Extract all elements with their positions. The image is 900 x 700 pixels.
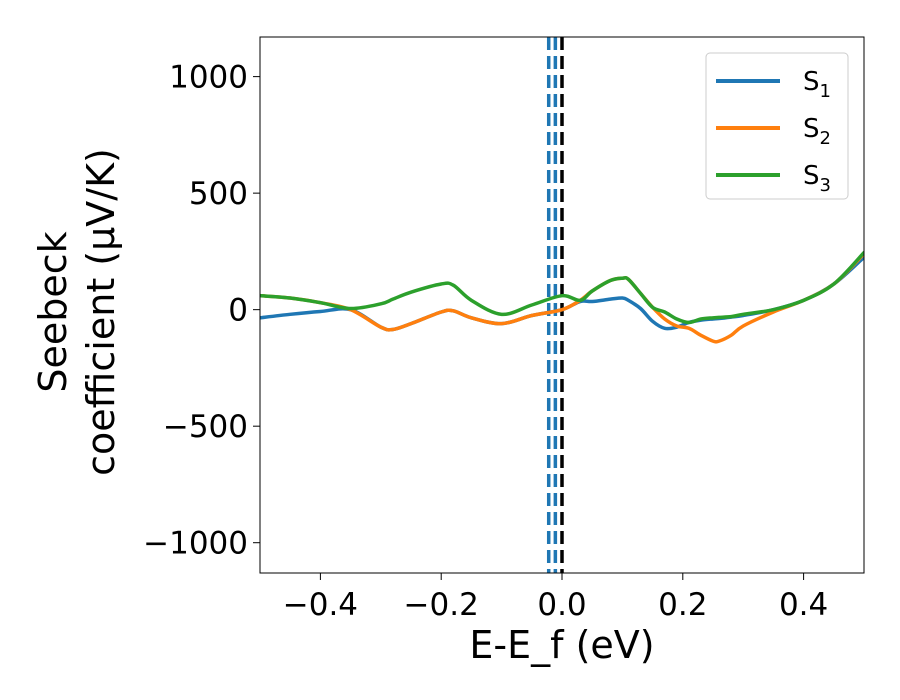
x-axis-label-main: E-E_f (eV) [469, 623, 654, 667]
y-axis-label-line1: Seebeck [31, 231, 75, 392]
y-tick-label: 0 [228, 293, 248, 329]
x-tick-label: 0.4 [779, 587, 828, 623]
y-axis-ticks: −1000 −500 0 500 1000 [143, 60, 260, 562]
y-tick-label: −1000 [143, 526, 248, 562]
y-axis-label: Seebeck coefficient (μV/K) [31, 148, 123, 476]
series-lines [260, 250, 864, 344]
x-tick-label: −0.2 [404, 587, 479, 623]
y-tick-label: 500 [189, 176, 248, 212]
y-tick-label: 1000 [169, 60, 248, 96]
legend-label-s3: S3 [803, 161, 831, 196]
x-tick-label: −0.4 [283, 587, 358, 623]
x-tick-label: 0.0 [537, 587, 586, 623]
legend: S1 S2 S3 [705, 52, 849, 200]
legend-label-s1: S1 [803, 67, 831, 102]
y-tick-label: −500 [163, 409, 248, 445]
x-axis-label: E-E_f (eV) [469, 623, 654, 667]
x-tick-label: 0.2 [658, 587, 707, 623]
reference-lines [546, 37, 564, 573]
legend-label-s2: S2 [803, 114, 831, 149]
series-line-s3 [260, 250, 864, 325]
y-axis-label-line2: coefficient (μV/K) [79, 148, 123, 476]
x-axis-ticks: −0.4 −0.2 0.0 0.2 0.4 [283, 573, 828, 623]
